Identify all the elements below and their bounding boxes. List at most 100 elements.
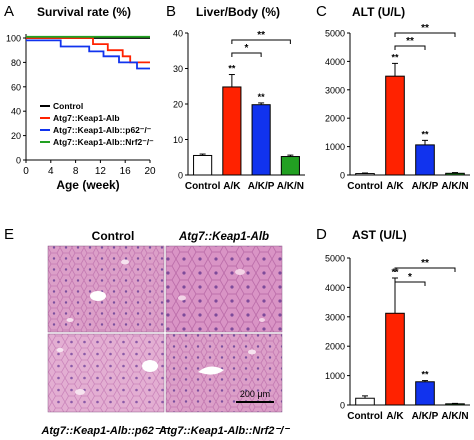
bar-akn [445, 172, 465, 176]
survival-line-3 [26, 39, 150, 70]
bracket-label: * [408, 272, 412, 283]
x-tick-label: A/K [386, 181, 404, 192]
x-tick-label: 8 [73, 166, 79, 177]
panel-b-letter: B [166, 3, 176, 20]
y-tick-label: 100 [6, 34, 21, 44]
panel-b-title: Liver/Body (%) [196, 5, 280, 19]
bar-control [355, 173, 375, 176]
y-tick-label: 3000 [325, 312, 345, 322]
bar-control [193, 154, 213, 176]
y-tick-label: 40 [11, 107, 21, 117]
y-tick-label: 2000 [325, 114, 345, 124]
x-tick-label: 16 [120, 166, 132, 177]
legend-label: Atg7::Keap1-Alb::Nrf2⁻/⁻ [53, 137, 154, 147]
legend-label: Control [53, 101, 83, 111]
alt-chart: 0 1000 2000 3000 4000 5000 Control ** A/K ** A/K/P… [325, 23, 470, 192]
x-tick-label: A/K/N [441, 411, 468, 422]
x-tick-label: Control [347, 181, 383, 192]
significance-bracket [231, 39, 291, 44]
y-tick-label: 10 [173, 135, 183, 145]
bracket-label: ** [257, 30, 265, 41]
panel-e-letter: E [4, 226, 14, 243]
significance-bracket [394, 45, 426, 50]
survival-chart: 0 20 40 60 80 100 0 4 8 12 16 20 Age (week) Control At… [6, 34, 156, 193]
legend-label: Atg7::Keap1-Alb [53, 113, 120, 123]
histology-image-akn: 200 μm [165, 333, 283, 413]
y-tick-label: 1000 [325, 142, 345, 152]
panel-c-title: ALT (U/L) [352, 5, 405, 19]
panel-a: A Survival rate (%) 0 20 40 60 80 100 0 4 8 12 16 2… [4, 3, 156, 192]
x-tick-label: A/K [386, 411, 404, 422]
histology-image-akp [47, 333, 165, 413]
significance-label: ** [228, 64, 236, 74]
histology-image-control [47, 245, 165, 333]
legend-label: Atg7::Keap1-Alb::p62⁻/⁻ [53, 125, 152, 135]
y-tick-label: 0 [340, 171, 345, 181]
panel-a-letter: A [4, 3, 14, 20]
histology-label-control: Control [92, 229, 135, 243]
y-tick-label: 30 [173, 64, 183, 74]
bar-akp [415, 381, 435, 406]
histology-image-ak [165, 245, 283, 333]
panel-d: D AST (U/L) 0 1000 2000 3000 4000 5000 Control… [316, 226, 470, 422]
y-tick-label: 0 [16, 156, 21, 166]
y-tick-label: 3000 [325, 85, 345, 95]
y-tick-label: 5000 [325, 29, 345, 39]
x-tick-label: Control [347, 411, 383, 422]
ast-chart: 0 1000 2000 3000 4000 5000 Control ** A/K ** A/K/P… [325, 254, 470, 422]
significance-bracket [394, 32, 456, 37]
x-tick-label: 4 [48, 166, 54, 177]
x-tick-label: A/K [223, 181, 241, 192]
bar-ak [222, 86, 242, 176]
x-axis-label: Age (week) [56, 178, 119, 192]
bar-akn [280, 156, 300, 176]
y-tick-label: 4000 [325, 57, 345, 67]
y-tick-label: 4000 [325, 283, 345, 293]
significance-bracket [394, 267, 456, 272]
bar-akp [415, 144, 435, 176]
panel-c-letter: C [316, 3, 327, 20]
y-tick-label: 40 [173, 29, 183, 39]
bar-control [355, 397, 375, 406]
significance-label: ** [421, 370, 429, 380]
x-tick-label: A/K/N [441, 181, 468, 192]
histology-label-akp: Atg7::Keap1-Alb::p62⁻/⁻ [40, 425, 169, 437]
significance-label: ** [421, 129, 429, 139]
significance-label: ** [258, 92, 266, 102]
x-tick-label: A/K/N [277, 181, 304, 192]
y-tick-label: 2000 [325, 342, 345, 352]
bar-akn [445, 403, 465, 406]
panel-c: C ALT (U/L) 0 1000 2000 3000 4000 5000 Control… [316, 3, 470, 192]
significance-label: ** [391, 52, 399, 62]
panel-a-title: Survival rate (%) [37, 5, 131, 19]
x-tick-label: 12 [95, 166, 107, 177]
significance-bracket [394, 281, 426, 286]
y-tick-label: 5000 [325, 254, 345, 264]
scale-bar-label: 200 μm [240, 389, 270, 399]
bar-ak [385, 312, 405, 406]
panel-d-title: AST (U/L) [352, 228, 407, 242]
y-tick-label: 0 [178, 171, 183, 181]
y-tick-label: 20 [173, 100, 183, 110]
x-tick-label: A/K/P [412, 411, 439, 422]
y-tick-label: 20 [11, 131, 21, 141]
histology-label-ak: Atg7::Keap1-Alb [178, 231, 269, 243]
y-tick-label: 80 [11, 58, 21, 68]
x-tick-label: 20 [144, 166, 156, 177]
x-tick-label: A/K/P [412, 181, 439, 192]
y-tick-label: 0 [340, 401, 345, 411]
bracket-label: ** [421, 258, 429, 269]
bracket-label: ** [421, 23, 429, 34]
x-tick-label: Control [185, 181, 221, 192]
histology-label-akn: Atg7::Keap1-Alb::Nrf2⁻/⁻ [158, 425, 290, 437]
x-tick-label: A/K/P [248, 181, 275, 192]
significance-bracket [231, 52, 262, 57]
survival-line-2 [26, 37, 150, 64]
y-tick-label: 1000 [325, 371, 345, 381]
bracket-label: ** [406, 36, 414, 47]
bar-akp [251, 104, 271, 176]
panel-d-letter: D [316, 226, 327, 243]
bracket-label: * [245, 43, 249, 54]
panel-b: B Liver/Body (%) 010203040Control**A/K**… [166, 3, 305, 192]
